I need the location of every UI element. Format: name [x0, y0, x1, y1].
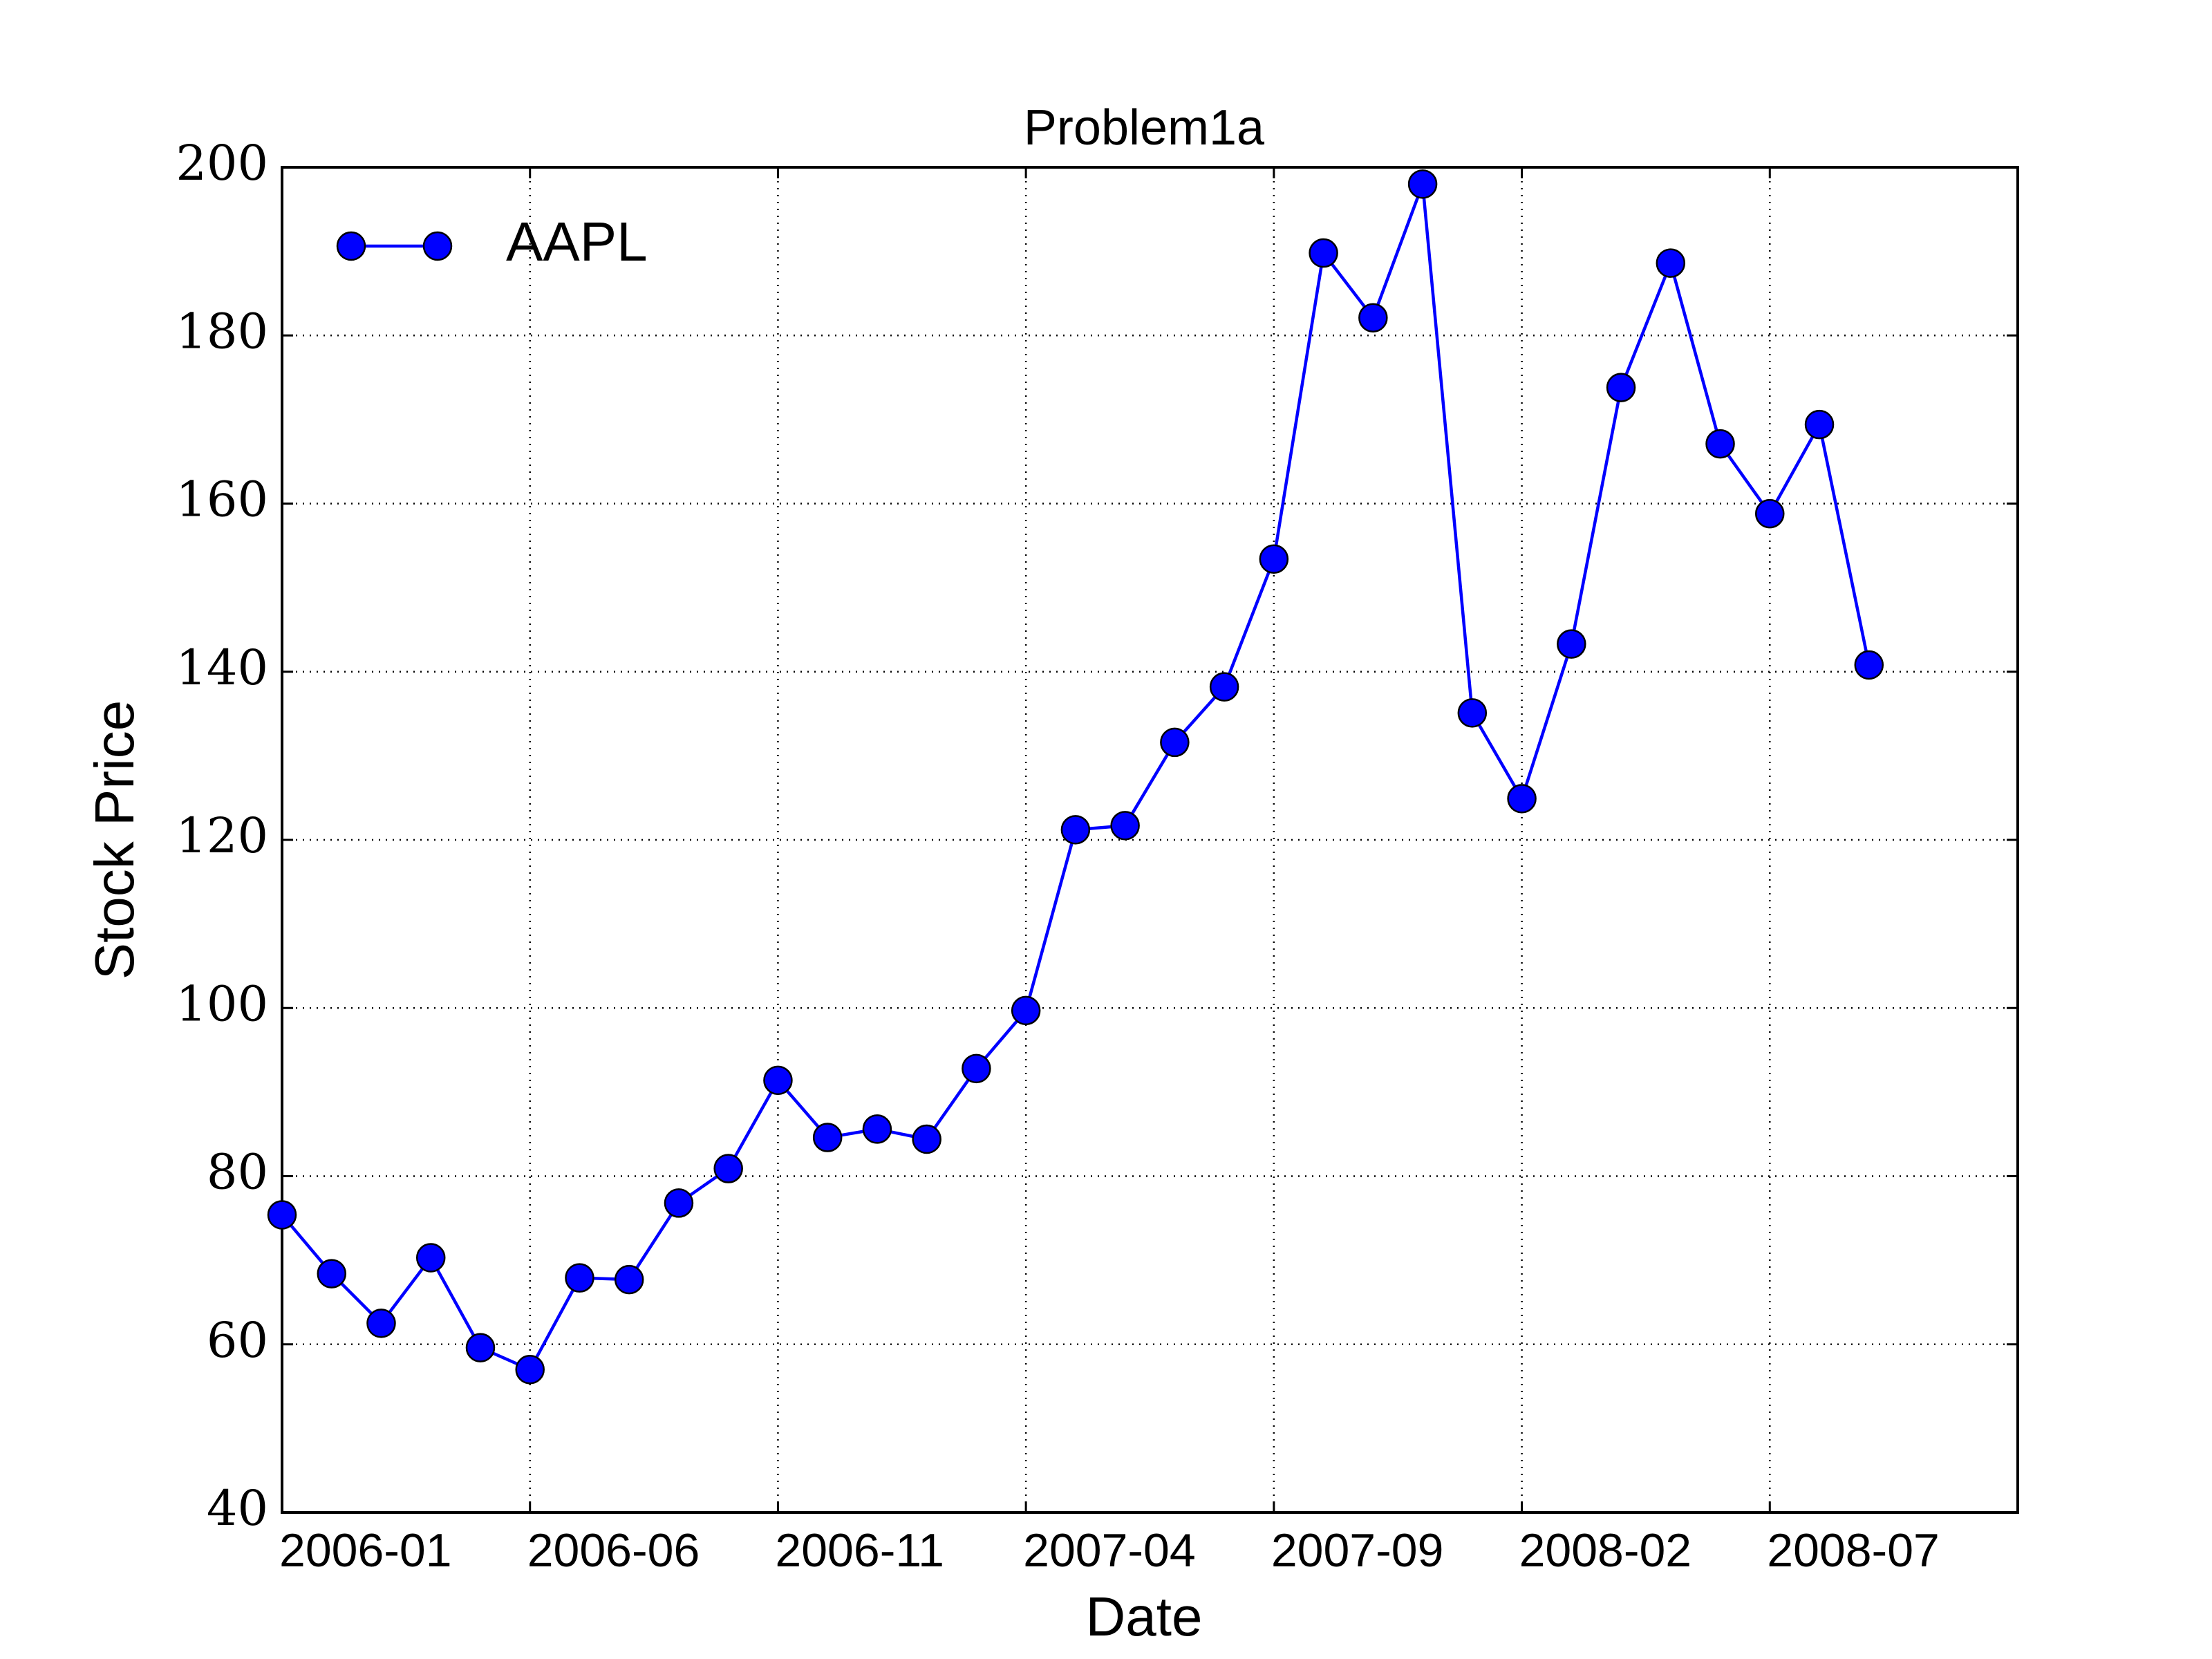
data-point — [565, 1263, 594, 1293]
y-tick-label: 140 — [176, 639, 268, 696]
x-tick-label: 2006-06 — [527, 1524, 700, 1577]
legend-label: AAPL — [506, 211, 648, 272]
y-tick-label: 120 — [176, 807, 268, 864]
plot-frame — [281, 166, 2019, 1514]
data-point — [763, 1065, 793, 1096]
data-point — [1854, 650, 1884, 680]
data-point — [1705, 429, 1735, 459]
legend-marker — [422, 231, 453, 261]
y-axis-label: Stock Price — [84, 700, 145, 980]
y-tick-label: 40 — [207, 1480, 268, 1537]
data-point — [465, 1333, 496, 1362]
x-tick-label: 2008-02 — [1519, 1524, 1692, 1577]
data-point — [812, 1123, 843, 1152]
x-tick-label: 2008-07 — [1767, 1524, 1940, 1577]
data-point — [1656, 248, 1686, 278]
data-point — [1507, 784, 1537, 814]
data-point — [713, 1154, 743, 1183]
x-axis-label: Date — [1086, 1586, 1203, 1647]
data-point — [1358, 303, 1388, 332]
data-point — [1804, 409, 1835, 440]
data-point — [1209, 672, 1239, 702]
x-tick-label: 2006-11 — [775, 1524, 944, 1577]
data-point — [317, 1259, 346, 1288]
data-point — [415, 1243, 446, 1273]
y-tick-label: 200 — [176, 135, 268, 191]
data-point — [862, 1114, 892, 1144]
y-tick-label: 160 — [176, 471, 268, 528]
data-point — [664, 1188, 694, 1218]
data-point — [1309, 238, 1338, 268]
data-point — [1011, 995, 1041, 1026]
data-point — [1160, 727, 1190, 758]
y-tick-label: 100 — [176, 975, 268, 1032]
data-point — [1557, 629, 1586, 659]
data-point — [912, 1124, 941, 1154]
data-point — [1110, 811, 1140, 841]
x-tick-label: 2007-04 — [1023, 1524, 1196, 1577]
data-point — [614, 1264, 644, 1295]
legend-marker — [336, 231, 366, 261]
data-point — [366, 1309, 396, 1338]
y-tick-label: 180 — [176, 303, 268, 359]
data-point — [1755, 498, 1785, 529]
data-point — [962, 1053, 991, 1084]
data-point — [267, 1200, 297, 1230]
y-tick-label: 80 — [207, 1144, 268, 1201]
data-point — [1060, 815, 1091, 845]
y-tick-label: 60 — [207, 1312, 268, 1369]
x-tick-label: 2007-09 — [1271, 1524, 1444, 1577]
data-point — [515, 1354, 545, 1385]
chart-title: Problem1a — [1024, 100, 1265, 156]
data-point — [1606, 373, 1636, 402]
data-point — [1407, 169, 1438, 199]
data-point — [1259, 544, 1289, 574]
data-point — [1457, 698, 1488, 728]
x-tick-label: 2006-01 — [279, 1524, 452, 1577]
